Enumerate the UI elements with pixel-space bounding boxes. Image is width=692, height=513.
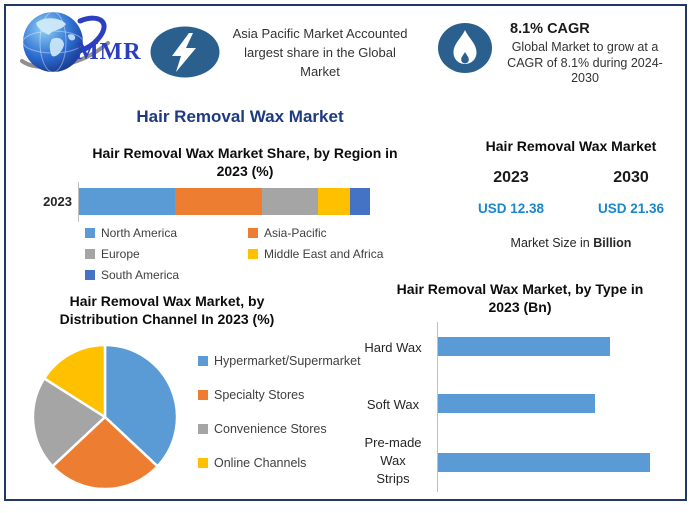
- market-size-col-2023: 2023 USD 12.38: [451, 169, 571, 216]
- legend-swatch: [248, 228, 258, 238]
- legend-item-specialty-stores: Specialty Stores: [198, 388, 361, 402]
- legend-swatch: [85, 228, 95, 238]
- legend-item-convenience-stores: Convenience Stores: [198, 422, 361, 436]
- caption-unit: Billion: [593, 236, 632, 250]
- region-chart-title-line: Hair Removal Wax Market Share, by Region…: [92, 145, 398, 161]
- legend-item-europe: Europe: [85, 247, 248, 261]
- cagr-line: Global Market to grow at a: [511, 40, 659, 54]
- cagr-headline: 8.1% CAGR: [510, 21, 590, 37]
- pie-slice: [103, 343, 179, 468]
- region-legend: North America Asia-Pacific Europe Middle…: [85, 226, 415, 282]
- legend-label: Specialty Stores: [214, 388, 305, 402]
- year-label: 2023: [493, 169, 529, 186]
- region-chart-title: Hair Removal Wax Market Share, by Region…: [55, 144, 435, 180]
- type-chart-title-line: Hair Removal Wax Market, by Type in: [396, 281, 644, 297]
- cagr-card: 8.1% CAGR Global Market to grow at a CAG…: [497, 21, 673, 87]
- market-size-years-row: 2023 USD 12.38 2030 USD 21.36: [451, 169, 691, 216]
- legend-swatch: [85, 249, 95, 259]
- legend-swatch: [198, 356, 208, 366]
- pie-slice: [31, 377, 107, 468]
- legend-label: Hypermarket/Supermarket: [214, 354, 361, 368]
- asia-pacific-note: Asia Pacific Market Accounted largest sh…: [218, 24, 422, 81]
- legend-item-online-channels: Online Channels: [198, 456, 361, 470]
- lightning-bolt-glyph: [172, 33, 196, 72]
- type-bar-premade-wax-strips: [438, 453, 650, 472]
- cagr-line: 2030: [571, 71, 599, 85]
- flame-glyph: [453, 30, 477, 64]
- legend-label: Middle East and Africa: [264, 247, 384, 261]
- region-category-label: 2023: [43, 194, 72, 209]
- caption-prefix: Market Size in: [510, 236, 590, 250]
- region-bar-segment: [175, 188, 263, 215]
- globe-continent-south: [49, 37, 64, 57]
- legend-item-north-america: North America: [85, 226, 248, 240]
- logo-text: MMR: [76, 39, 142, 65]
- legend-item-middle-east-africa: Middle East and Africa: [248, 247, 415, 261]
- market-size-col-2030: 2030 USD 21.36: [571, 169, 691, 216]
- globe-icon: [20, 11, 110, 73]
- region-bar-segment: [79, 188, 176, 215]
- region-bar-segment: [349, 188, 371, 215]
- note-line: Asia Pacific Market Accounted: [232, 26, 408, 41]
- globe-continent-north: [36, 18, 66, 35]
- region-axis-line: [78, 182, 79, 222]
- region-bar-segment: [317, 188, 350, 215]
- legend-label: South America: [101, 268, 180, 282]
- mmr-logo: MMR: [16, 9, 166, 77]
- cagr-line: CAGR of 8.1% during 2024-: [507, 55, 663, 70]
- legend-label: Online Channels: [214, 456, 307, 470]
- globe-longitude-line: [39, 11, 67, 73]
- legend-label: Convenience Stores: [214, 422, 327, 436]
- type-category-label: Pre-made Wax Strips: [364, 435, 422, 486]
- flame-glyph-notch: [461, 52, 469, 64]
- legend-item-hypermarket: Hypermarket/Supermarket: [198, 354, 361, 368]
- region-chart-title-line: 2023 (%): [216, 163, 274, 179]
- pie-chart-title-line: Distribution Channel In 2023 (%): [59, 311, 275, 327]
- type-chart-title: Hair Removal Wax Market, by Type in 2023…: [380, 280, 660, 316]
- region-bar-segment: [262, 188, 318, 215]
- legend-swatch: [198, 390, 208, 400]
- flame-icon: [438, 23, 492, 73]
- pie-slice: [51, 415, 159, 491]
- page-title: Hair Removal Wax Market: [136, 107, 344, 126]
- year-value: USD 21.36: [597, 201, 665, 216]
- legend-item-asia-pacific: Asia-Pacific: [248, 226, 415, 240]
- legend-item-south-america: South America: [85, 268, 248, 282]
- type-chart-title-line: 2023 (Bn): [488, 299, 552, 315]
- type-bar-hard-wax: [438, 337, 610, 356]
- note-line: largest share in the Global: [244, 45, 396, 60]
- distribution-pie-svg: [31, 343, 179, 491]
- lightning-icon: [150, 26, 220, 78]
- pie-chart-title: Hair Removal Wax Market, by Distribution…: [27, 292, 307, 328]
- legend-swatch: [198, 424, 208, 434]
- legend-label: Asia-Pacific: [264, 226, 327, 240]
- market-size-caption: Market Size in Billion: [451, 236, 691, 250]
- pie-legend: Hypermarket/Supermarket Specialty Stores…: [198, 354, 361, 490]
- type-category-label: Hard Wax: [364, 340, 422, 355]
- legend-swatch: [85, 270, 95, 280]
- pie-slice: [42, 343, 107, 419]
- legend-swatch: [248, 249, 258, 259]
- type-bar-soft-wax: [438, 394, 595, 413]
- market-size-title: Hair Removal Wax Market: [485, 138, 657, 154]
- legend-swatch: [198, 458, 208, 468]
- type-axis-line: [437, 322, 438, 492]
- logo-swoosh-blue: [76, 15, 107, 54]
- note-line: Market: [300, 64, 340, 79]
- market-size-panel: Hair Removal Wax Market 2023 USD 12.38 2…: [451, 138, 691, 250]
- region-stacked-bar: [79, 188, 371, 215]
- type-chart: Hard Wax Soft Wax Pre-made Wax Strips: [352, 322, 664, 492]
- type-category-label: Soft Wax: [366, 397, 420, 412]
- year-value: USD 12.38: [477, 201, 545, 216]
- globe-continent-east: [68, 34, 76, 41]
- pie-chart-title-line: Hair Removal Wax Market, by: [69, 293, 265, 309]
- frame-border: [4, 4, 687, 501]
- legend-label: North America: [101, 226, 178, 240]
- year-label: 2030: [613, 169, 649, 186]
- legend-label: Europe: [101, 247, 140, 261]
